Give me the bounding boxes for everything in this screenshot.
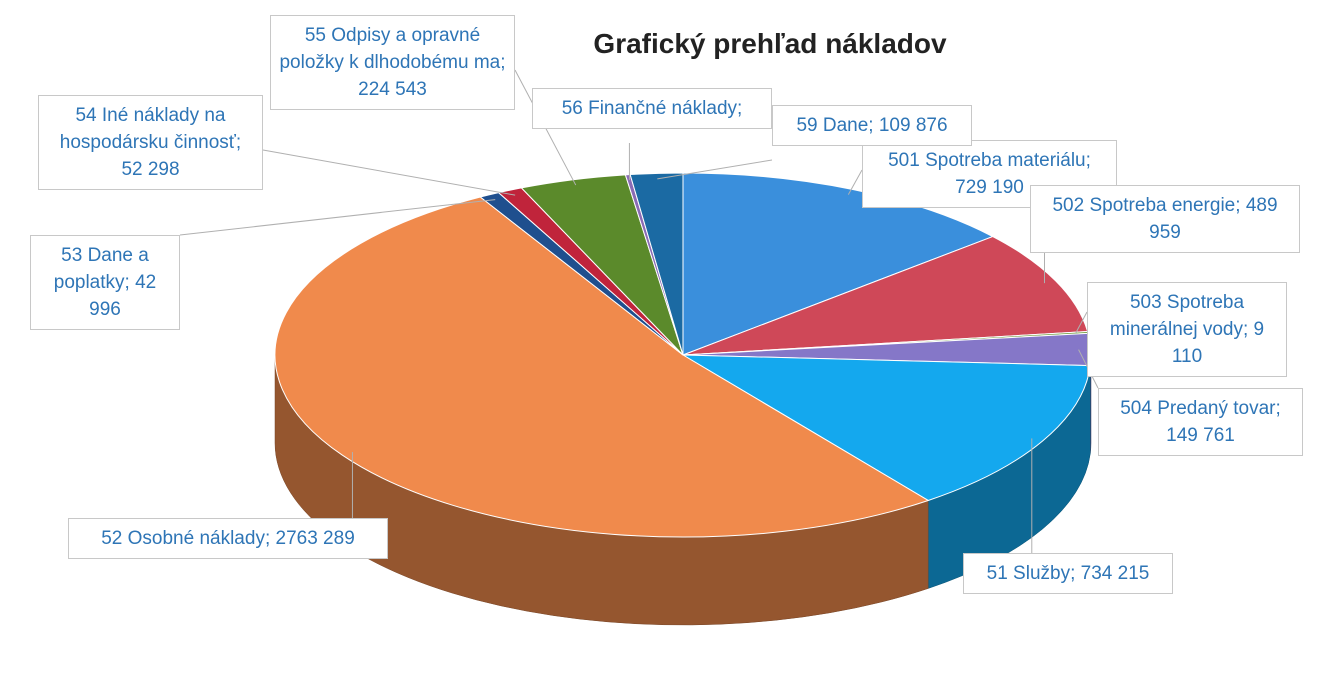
label-separator: ; xyxy=(1235,195,1241,216)
label-separator: ; xyxy=(868,115,874,136)
leader-line xyxy=(847,169,863,195)
label-separator: ; xyxy=(1242,319,1249,340)
category-label: 55 Odpisy a opravné položky k dlhodobému… xyxy=(279,25,501,73)
value-label: 224 543 xyxy=(358,79,427,100)
label-separator: ; xyxy=(500,52,506,73)
leader-line xyxy=(1075,311,1088,334)
data-label: 51 Služby; 734 215 xyxy=(963,553,1173,594)
label-separator: ; xyxy=(1085,150,1091,171)
data-label: 502 Spotreba energie; 489 959 xyxy=(1030,185,1300,253)
category-label: 59 Dane xyxy=(796,115,869,136)
label-separator: ; xyxy=(264,528,271,549)
slice xyxy=(274,196,930,538)
data-label: 503 Spotreba minerálnej vody; 9 110 xyxy=(1087,282,1287,377)
label-separator: ; xyxy=(235,132,242,153)
slice xyxy=(682,235,1089,356)
value-label: 109 876 xyxy=(878,115,948,136)
value-label: 489 959 xyxy=(1149,195,1278,243)
label-separator: ; xyxy=(124,272,130,293)
data-label: 59 Dane; 109 876 xyxy=(772,105,972,146)
data-label: 55 Odpisy a opravné položky k dlhodobému… xyxy=(270,15,515,110)
leader-line xyxy=(179,199,496,236)
value-label: 42 996 xyxy=(89,272,157,320)
data-label: 53 Dane a poplatky; 42 996 xyxy=(30,235,180,330)
category-label: 503 Spotreba minerálnej vody xyxy=(1109,292,1245,340)
category-label: 56 Finančné náklady xyxy=(561,98,738,119)
slice xyxy=(629,172,684,356)
category-label: 54 Iné náklady na hospodársku činnosť xyxy=(59,105,236,153)
slice xyxy=(681,354,1091,502)
value-label: 52 298 xyxy=(121,159,180,180)
chart-title: Grafický prehľad nákladov xyxy=(593,28,947,59)
category-label: 51 Služby xyxy=(986,563,1071,584)
label-separator: ; xyxy=(737,98,743,119)
label-separator: ; xyxy=(1275,398,1281,419)
label-separator: ; xyxy=(1070,563,1076,584)
value-label: 149 761 xyxy=(1166,425,1235,446)
data-label: 54 Iné náklady na hospodársku činnosť; 5… xyxy=(38,95,263,190)
category-label: 52 Osobné náklady xyxy=(101,528,265,549)
leader-line xyxy=(262,149,516,196)
data-label: 504 Predaný tovar; 149 761 xyxy=(1098,388,1303,456)
value-label: 734 215 xyxy=(1080,563,1150,584)
slice xyxy=(682,172,994,356)
category-label: 53 Dane a poplatky xyxy=(53,245,149,293)
category-label: 504 Predaný tovar xyxy=(1120,398,1276,419)
leader-line xyxy=(657,159,773,180)
category-label: 501 Spotreba materiálu xyxy=(888,150,1086,171)
value-label: 9 110 xyxy=(1171,319,1265,367)
data-label: 52 Osobné náklady; 2763 289 xyxy=(68,518,388,559)
data-label: 56 Finančné náklady; xyxy=(532,88,772,129)
category-label: 502 Spotreba energie xyxy=(1052,195,1236,216)
value-label: 2763 289 xyxy=(275,528,355,549)
value-label: 729 190 xyxy=(955,177,1024,198)
